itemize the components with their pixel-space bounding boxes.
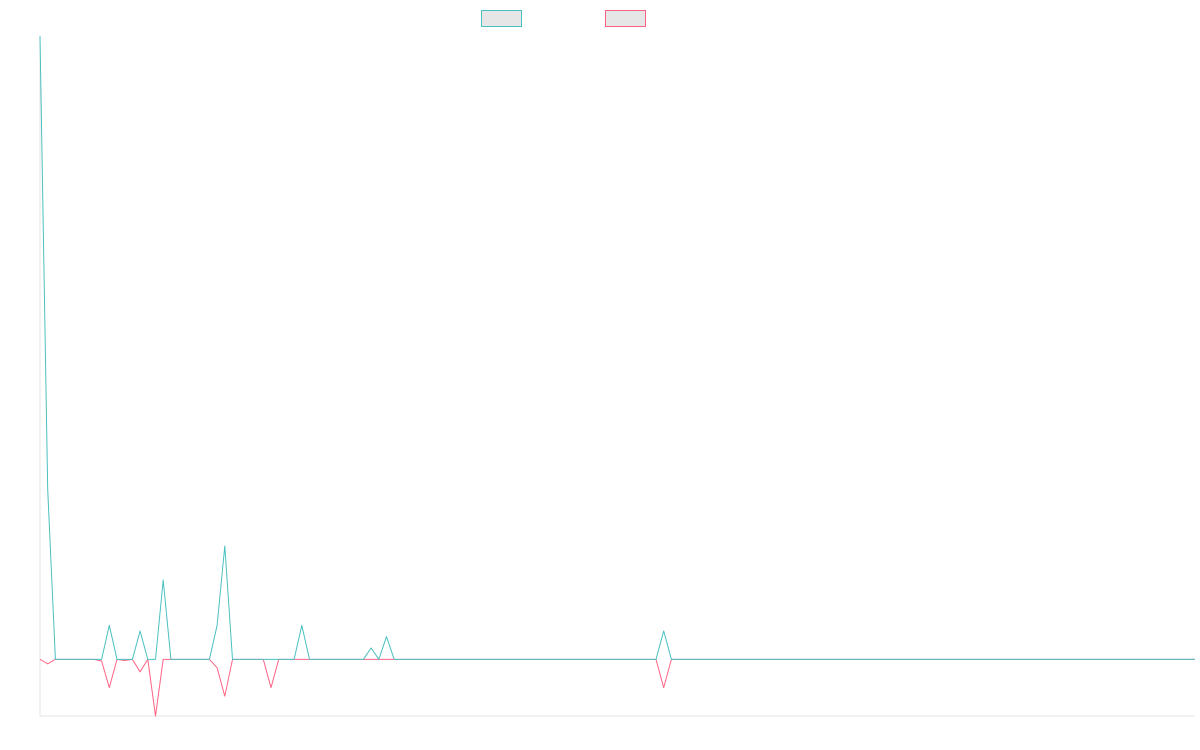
series-line-1: [39, 35, 1195, 660]
legend-swatch-1: [481, 10, 522, 27]
legend-swatch-2: [605, 10, 646, 27]
series-line-2: [39, 658, 1195, 717]
